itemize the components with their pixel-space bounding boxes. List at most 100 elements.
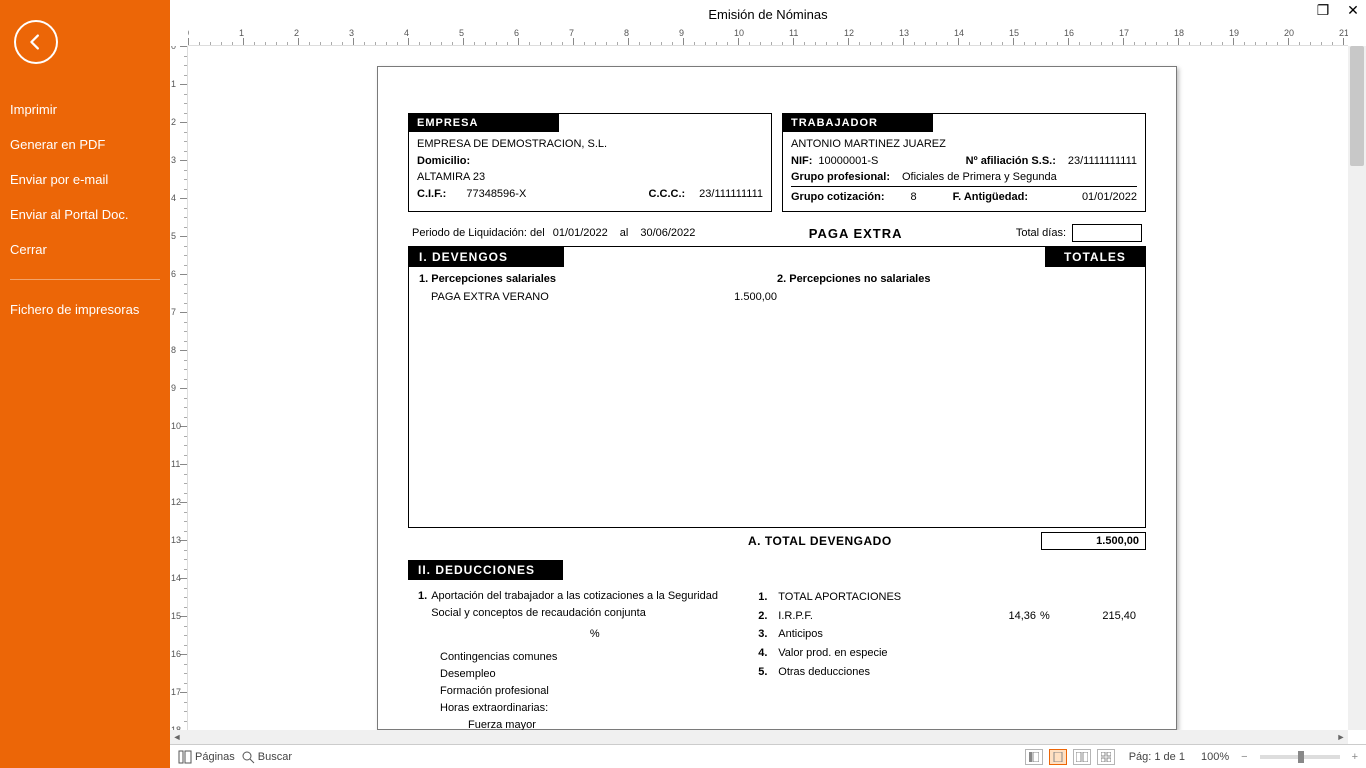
- periodo-tipo: PAGA EXTRA: [695, 226, 1015, 241]
- ded-horas-extra: Horas extraordinarias:: [440, 700, 748, 717]
- ccc-lbl: C.C.C.:: [649, 186, 686, 203]
- ruler-horizontal: 0123456789101112131415161718192021: [188, 28, 1348, 46]
- devengos-section: I. DEVENGOS TOTALES 1. Percepciones sala…: [408, 246, 1146, 528]
- total-devengado-row: A. TOTAL DEVENGADO 1.500,00: [408, 528, 1146, 560]
- menu-fichero-impresoras[interactable]: Fichero de impresoras: [0, 292, 170, 327]
- main-area: Emisión de Nóminas ❐ ✕ 01234567891011121…: [170, 0, 1366, 768]
- document-viewport[interactable]: EMPRESA EMPRESA DE DEMOSTRACION, S.L. Do…: [188, 46, 1366, 730]
- sb-page-info: Pág: 1 de 1: [1129, 751, 1185, 763]
- titlebar: Emisión de Nóminas ❐ ✕: [170, 0, 1366, 28]
- back-button[interactable]: [14, 20, 58, 64]
- deducciones-left: 1. Aportación del trabajador a las cotiz…: [418, 588, 748, 730]
- sb-paginas-label: Páginas: [195, 751, 235, 763]
- search-icon: [241, 750, 255, 764]
- ded-formacion: Formación profesional: [440, 683, 748, 700]
- nif-val: 10000001-S: [818, 153, 878, 170]
- total-devengado-lbl: A. TOTAL DEVENGADO: [748, 534, 892, 548]
- total-devengado-val: 1.500,00: [1041, 532, 1146, 550]
- hscroll-left-icon[interactable]: ◄: [170, 730, 184, 744]
- empresa-box: EMPRESA EMPRESA DE DEMOSTRACION, S.L. Do…: [408, 113, 772, 212]
- periodo-desde: 01/01/2022: [553, 227, 608, 239]
- zoom-in-icon[interactable]: +: [1352, 751, 1358, 763]
- view-grid-icon[interactable]: [1097, 749, 1115, 765]
- ded-fuerza-mayor: Fuerza mayor: [468, 717, 748, 730]
- vertical-scrollbar[interactable]: [1348, 46, 1366, 730]
- nif-lbl: NIF:: [791, 153, 812, 170]
- trabajador-header: TRABAJADOR: [783, 114, 933, 132]
- periodo-hasta: 30/06/2022: [640, 227, 695, 239]
- maximize-icon[interactable]: ❐: [1314, 2, 1332, 19]
- empresa-domicilio: ALTAMIRA 23: [417, 169, 763, 186]
- view-fit-icon[interactable]: [1049, 749, 1067, 765]
- ccc-val: 23/111111111: [699, 186, 763, 203]
- statusbar: Páginas Buscar Pág: 1 de 1 100% − +: [170, 744, 1366, 768]
- view-single-icon[interactable]: [1025, 749, 1043, 765]
- devengo-item: PAGA EXTRA VERANO 1.500,00: [419, 289, 777, 305]
- ruler-vertical: 0123456789101112131415161718: [170, 46, 188, 730]
- zoom-slider[interactable]: [1260, 755, 1340, 759]
- afil-lbl: Nº afiliación S.S.:: [966, 153, 1056, 170]
- ded-right-row: 4.Valor prod. en especie: [758, 644, 1136, 663]
- ded-right-row: 3.Anticipos: [758, 625, 1136, 644]
- horizontal-scrollbar[interactable]: ◄ ►: [170, 730, 1348, 744]
- sb-zoom: 100%: [1201, 751, 1229, 763]
- sb-paginas[interactable]: Páginas: [178, 750, 235, 764]
- ded-left-num: 1.: [418, 588, 427, 622]
- grupo-prof-lbl: Grupo profesional:: [791, 169, 890, 186]
- scrollbar-thumb[interactable]: [1350, 46, 1364, 166]
- empresa-header: EMPRESA: [409, 114, 559, 132]
- payroll-page: EMPRESA EMPRESA DE DEMOSTRACION, S.L. Do…: [377, 66, 1177, 730]
- zoom-slider-thumb[interactable]: [1298, 751, 1304, 763]
- total-dias-box: [1072, 224, 1142, 242]
- sb-buscar[interactable]: Buscar: [241, 750, 292, 764]
- hscroll-right-icon[interactable]: ►: [1334, 730, 1348, 744]
- deducciones-right: 1.TOTAL APORTACIONES2.I.R.P.F.14,36%215,…: [758, 588, 1136, 730]
- menu-enviar-email[interactable]: Enviar por e-mail: [0, 162, 170, 197]
- ded-desempleo: Desempleo: [440, 666, 748, 683]
- ded-right-row: 2.I.R.P.F.14,36%215,40: [758, 607, 1136, 626]
- deducciones-header: II. DEDUCCIONES: [408, 560, 563, 580]
- percep-no-salariales-title: 2. Percepciones no salariales: [777, 273, 1135, 285]
- ded-right-row: 1.TOTAL APORTACIONES: [758, 588, 1136, 607]
- deducciones-section: II. DEDUCCIONES 1. Aportación del trabaj…: [408, 560, 1146, 730]
- periodo-lbl: Periodo de Liquidación: del: [412, 227, 545, 239]
- menu-enviar-portal[interactable]: Enviar al Portal Doc.: [0, 197, 170, 232]
- periodo-row: Periodo de Liquidación: del 01/01/2022 a…: [408, 218, 1146, 246]
- ded-right-row: 5.Otras deducciones: [758, 663, 1136, 682]
- content-row: 0123456789101112131415161718 EMPRESA EMP…: [170, 46, 1366, 730]
- antig-val: 01/01/2022: [1082, 189, 1137, 206]
- menu-cerrar[interactable]: Cerrar: [0, 232, 170, 267]
- afil-val: 23/1111111111: [1068, 153, 1137, 170]
- menu-generar-pdf[interactable]: Generar en PDF: [0, 127, 170, 162]
- percep-salariales-title: 1. Percepciones salariales: [419, 273, 777, 285]
- close-icon[interactable]: ✕: [1344, 2, 1362, 19]
- sb-buscar-label: Buscar: [258, 751, 292, 763]
- empresa-domicilio-lbl: Domicilio:: [417, 153, 763, 170]
- window-title: Emisión de Nóminas: [708, 7, 827, 22]
- ded-contingencias: Contingencias comunes: [440, 649, 748, 666]
- menu-separator: [10, 279, 160, 280]
- antig-lbl: F. Antigüedad:: [953, 189, 1028, 206]
- pages-icon: [178, 750, 192, 764]
- cif-lbl: C.I.F.:: [417, 186, 446, 203]
- zoom-out-icon[interactable]: −: [1241, 751, 1247, 763]
- devengo-amt: 1.500,00: [687, 291, 777, 303]
- sidebar: Imprimir Generar en PDF Enviar por e-mai…: [0, 0, 170, 768]
- view-two-icon[interactable]: [1073, 749, 1091, 765]
- grupo-cot-val: 8: [911, 189, 917, 206]
- totales-header: TOTALES: [1045, 247, 1145, 267]
- cif-val: 77348596-X: [466, 186, 526, 203]
- trabajador-box: TRABAJADOR ANTONIO MARTINEZ JUAREZ NIF: …: [782, 113, 1146, 212]
- devengo-desc: PAGA EXTRA VERANO: [431, 291, 687, 303]
- grupo-prof-val: Oficiales de Primera y Segunda: [902, 169, 1057, 186]
- trabajador-nombre: ANTONIO MARTINEZ JUAREZ: [791, 136, 1137, 153]
- periodo-al: al: [620, 227, 629, 239]
- ded-left-text: Aportación del trabajador a las cotizaci…: [431, 588, 748, 622]
- menu-imprimir[interactable]: Imprimir: [0, 92, 170, 127]
- devengos-header: I. DEVENGOS: [409, 247, 564, 267]
- ded-pct-hdr: %: [418, 626, 600, 643]
- empresa-nombre: EMPRESA DE DEMOSTRACION, S.L.: [417, 136, 763, 153]
- app-root: Imprimir Generar en PDF Enviar por e-mai…: [0, 0, 1366, 768]
- grupo-cot-lbl: Grupo cotización:: [791, 189, 885, 206]
- arrow-left-icon: [25, 31, 47, 53]
